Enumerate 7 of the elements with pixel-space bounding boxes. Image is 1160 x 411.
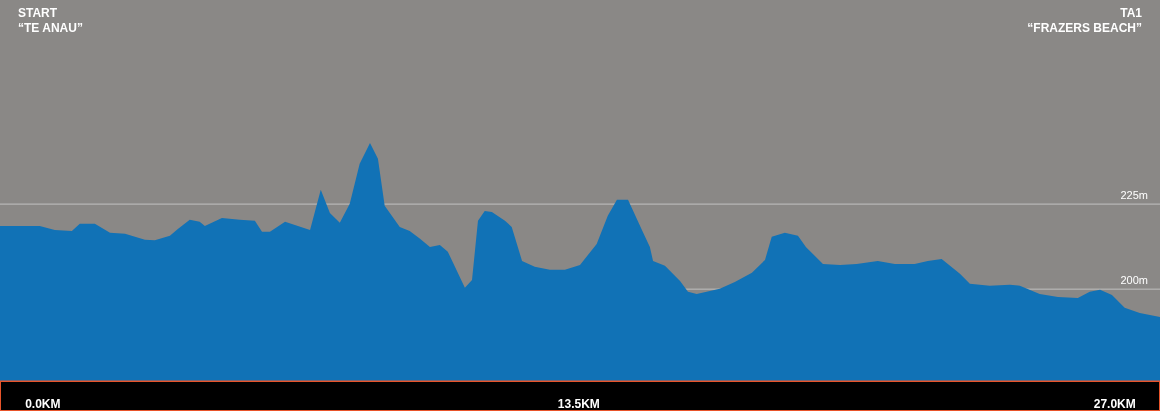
x-tick-label: 27.0KM [1093,397,1136,411]
annotation: TA1 “FRAZERS BEACH” [1027,6,1142,36]
x-tick-label: 0.0KM [25,397,61,411]
y-tick-label: 200m [1120,274,1148,288]
y-tick-label: 225m [1120,189,1148,203]
x-tick-label: 13.5KM [557,397,600,411]
annotation: START “TE ANAU” [18,6,83,36]
